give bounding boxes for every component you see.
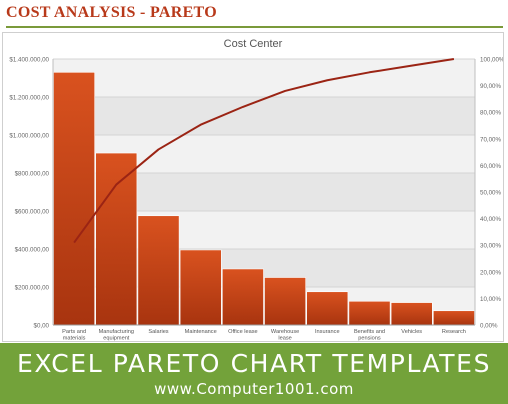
x-tick-label: Benefits and bbox=[354, 329, 385, 335]
chart-title: Cost Center bbox=[224, 38, 283, 50]
x-tick-label: equipment bbox=[103, 336, 130, 342]
y-tick-label: $0,00 bbox=[34, 323, 50, 330]
page-title: COST ANALYSIS - PARETO bbox=[6, 4, 217, 21]
y2-tick-label: 40,00% bbox=[480, 216, 501, 223]
x-tick-label: Parts and bbox=[62, 329, 86, 335]
bar bbox=[222, 268, 264, 326]
x-tick-label: Vehicles bbox=[401, 329, 422, 335]
y-tick-label: $400.000,00 bbox=[15, 247, 50, 254]
plot-band bbox=[53, 97, 475, 135]
y2-tick-label: 10,00% bbox=[480, 296, 501, 303]
y-tick-label: $800.000,00 bbox=[15, 171, 50, 178]
x-tick-label: Maintenance bbox=[185, 329, 217, 335]
x-tick-label: lease bbox=[278, 336, 291, 342]
y2-tick-label: 60,00% bbox=[480, 163, 501, 170]
chart-svg: $0,00 $200.000,00 $400.000,00 $600.000,00 $8… bbox=[9, 38, 503, 342]
banner-url: www.Computer1001.com bbox=[154, 380, 354, 398]
y2-tick-label: 30,00% bbox=[480, 243, 501, 250]
y2-tick-label: 100,00% bbox=[480, 57, 503, 64]
y2-tick-label: 90,00% bbox=[480, 83, 501, 90]
x-tick-label: materials bbox=[63, 336, 86, 342]
bar bbox=[179, 249, 222, 326]
bar bbox=[137, 215, 180, 326]
bar bbox=[306, 291, 349, 326]
promo-banner: EXCEL PARETO CHART TEMPLATES www.Compute… bbox=[0, 343, 508, 404]
bar bbox=[53, 71, 96, 326]
y-tick-label: $600.000,00 bbox=[15, 209, 50, 216]
bar bbox=[264, 277, 307, 326]
bar bbox=[432, 310, 475, 326]
y2-tick-label: 0,00% bbox=[480, 323, 498, 330]
x-tick-label: Manufacturing bbox=[99, 329, 134, 335]
y-tick-label: $1.000.000,00 bbox=[9, 133, 49, 140]
y-tick-label: $1.400.000,00 bbox=[9, 57, 49, 64]
bar bbox=[348, 300, 391, 326]
y2-tick-label: 50,00% bbox=[480, 190, 501, 197]
bar bbox=[95, 152, 138, 326]
x-tick-label: Warehouse bbox=[271, 329, 299, 335]
x-tick-label: Salaries bbox=[148, 329, 168, 335]
title-divider bbox=[6, 26, 503, 28]
plot-band bbox=[53, 59, 475, 97]
cumulative-line bbox=[73, 58, 455, 244]
y2-tick-label: 80,00% bbox=[480, 110, 501, 117]
x-tick-label: Office lease bbox=[228, 329, 257, 335]
banner-heading: EXCEL PARETO CHART TEMPLATES bbox=[16, 349, 492, 378]
y2-tick-label: 70,00% bbox=[480, 136, 501, 143]
pareto-chart: $0,00 $200.000,00 $400.000,00 $600.000,00 $8… bbox=[2, 32, 504, 342]
y-tick-label: $1.200.000,00 bbox=[9, 95, 49, 102]
x-tick-label: Insurance bbox=[315, 329, 340, 335]
x-tick-label: Research bbox=[442, 329, 466, 335]
bar bbox=[390, 302, 433, 326]
x-tick-label: pensions bbox=[358, 336, 381, 342]
y-tick-label: $200.000,00 bbox=[15, 285, 50, 292]
y2-tick-label: 20,00% bbox=[480, 269, 501, 276]
